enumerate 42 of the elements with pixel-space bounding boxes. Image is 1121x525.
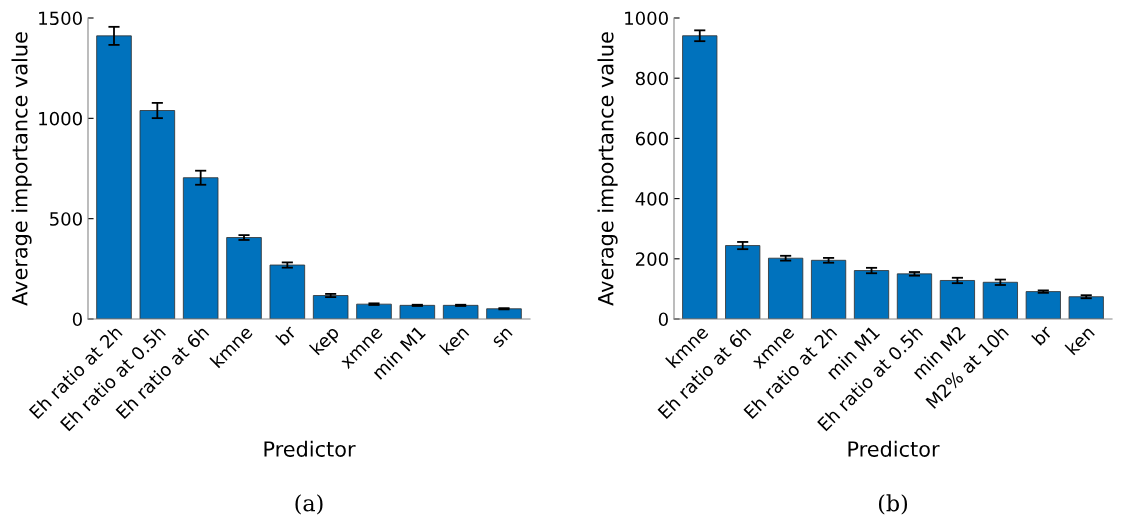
y-tick-label: 0 [72, 312, 82, 327]
bar [768, 257, 804, 319]
bar [442, 304, 479, 319]
y-tick-label: 1000 [625, 11, 668, 26]
bar [896, 273, 933, 319]
text: (b) [878, 494, 908, 515]
bar [226, 237, 262, 319]
x-axis-title: Predictor [848, 440, 940, 457]
bar [810, 259, 847, 319]
bar [982, 281, 1018, 319]
x-tick-label: kep [308, 324, 343, 358]
bar [356, 303, 392, 319]
x-tick-label: ken [438, 324, 470, 356]
bar [853, 270, 890, 319]
x-axis-title: Predictor [264, 440, 356, 457]
y-tick-label: 400 [635, 192, 668, 206]
bar [139, 110, 176, 319]
bar [312, 295, 349, 319]
bar [1068, 296, 1104, 319]
y-tick-label: 1500 [39, 11, 82, 26]
x-tick-label: br [1031, 323, 1054, 346]
bar [399, 304, 436, 319]
y-tick-label: 500 [50, 212, 82, 226]
bar [1025, 291, 1061, 319]
y-axis-title: Average importance value [597, 32, 618, 306]
y-tick-label: 800 [635, 71, 668, 86]
bar [486, 308, 522, 319]
bar [725, 245, 761, 319]
bar [682, 35, 718, 319]
y-tick-label: 0 [658, 312, 668, 327]
bar [939, 280, 976, 319]
bar [182, 177, 219, 319]
y-tick-label: 600 [635, 131, 668, 146]
y-tick-label: 1000 [39, 111, 82, 126]
bar [269, 264, 306, 319]
bar [96, 35, 132, 319]
y-tick-label: 200 [636, 252, 668, 266]
text: (a) [295, 494, 323, 515]
x-tick-label: br [275, 323, 298, 346]
x-tick-label: ken [1064, 324, 1096, 356]
x-tick-label: sn [492, 327, 513, 348]
y-axis-title: Average importance value [11, 32, 32, 306]
